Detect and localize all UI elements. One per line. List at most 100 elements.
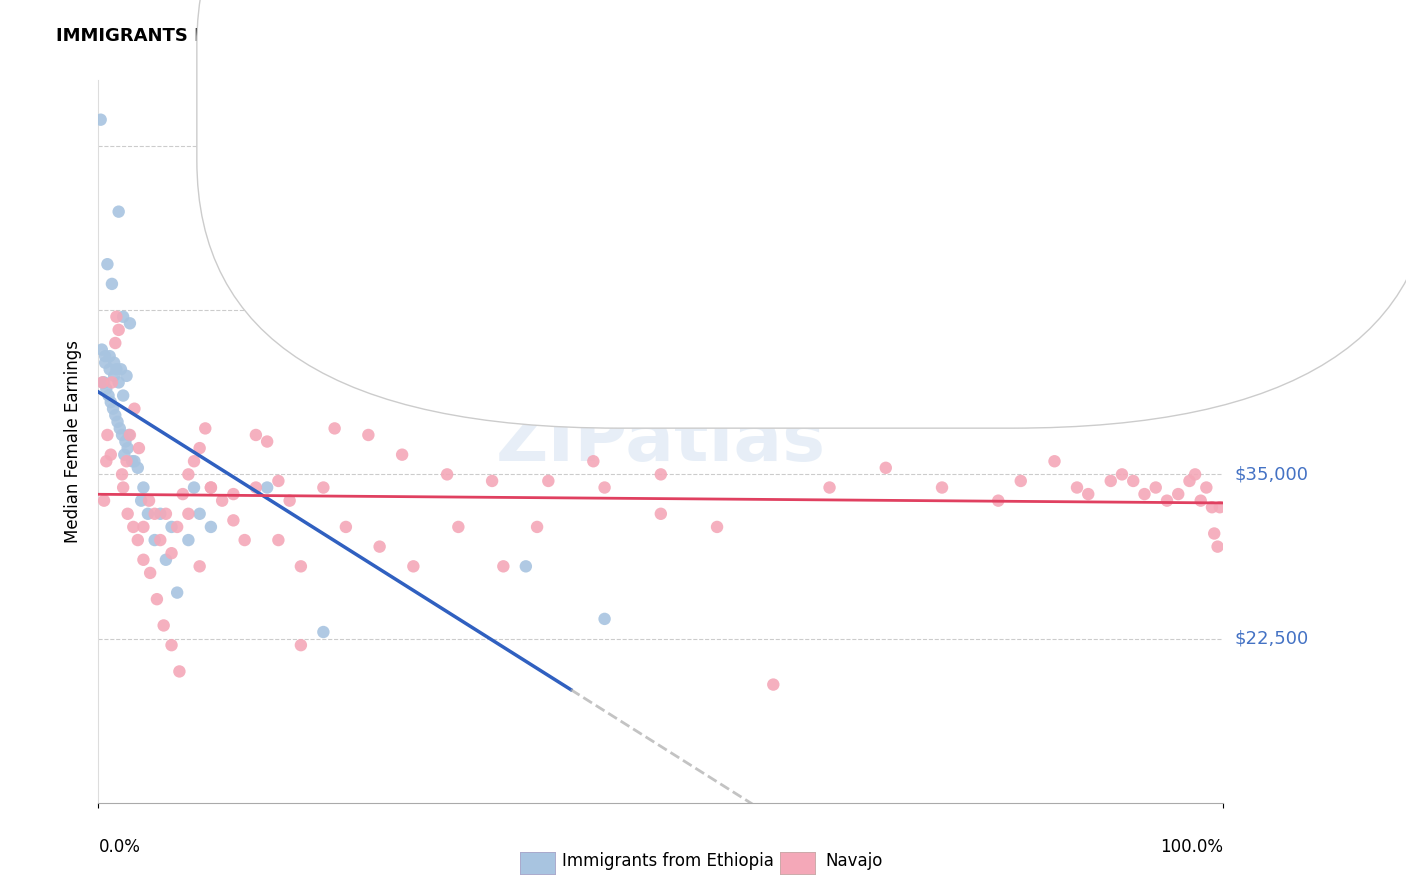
Point [211, 493, 233, 508]
Point [160, 520, 183, 534]
Text: -0.011: -0.011 [703, 120, 768, 137]
Point [818, 481, 841, 495]
Point [104, 336, 127, 351]
Point [132, 481, 155, 495]
Text: 0.0%: 0.0% [98, 838, 141, 855]
Point [188, 441, 211, 455]
Point [267, 533, 290, 547]
Point [105, 362, 128, 376]
Point [93, 493, 115, 508]
Point [593, 481, 616, 495]
Point [172, 487, 194, 501]
Point [107, 204, 129, 219]
Point [139, 566, 162, 580]
Point [143, 507, 166, 521]
Text: ZIPatlas: ZIPatlas [496, 407, 825, 476]
Point [105, 310, 128, 324]
Point [194, 421, 217, 435]
Point [650, 507, 672, 521]
Point [650, 467, 672, 482]
Point [149, 507, 172, 521]
Point [101, 277, 124, 291]
Point [98, 349, 121, 363]
Point [183, 454, 205, 468]
Point [103, 368, 125, 383]
Point [112, 310, 135, 324]
Point [290, 638, 312, 652]
Point [166, 520, 188, 534]
Point [1204, 526, 1226, 541]
Text: N =: N = [785, 120, 824, 137]
Point [112, 481, 135, 495]
Text: Source: ZipAtlas.com: Source: ZipAtlas.com [1187, 27, 1350, 42]
Point [132, 520, 155, 534]
Point [177, 507, 200, 521]
Point [323, 421, 346, 435]
Text: $35,000: $35,000 [1234, 466, 1309, 483]
Point [312, 625, 335, 640]
Point [183, 481, 205, 495]
Point [96, 428, 118, 442]
Point [931, 481, 953, 495]
Point [96, 257, 118, 271]
Point [1184, 467, 1206, 482]
Point [391, 448, 413, 462]
Text: -0.387: -0.387 [703, 78, 768, 95]
Point [166, 585, 188, 599]
Point [122, 520, 145, 534]
Point [188, 507, 211, 521]
Point [1077, 487, 1099, 501]
Point [90, 112, 112, 127]
Point [987, 493, 1010, 508]
Point [155, 553, 177, 567]
Point [124, 401, 146, 416]
Text: $22,500: $22,500 [1234, 630, 1309, 648]
Point [112, 388, 135, 402]
Point [118, 428, 141, 442]
Point [200, 481, 222, 495]
Point [582, 454, 605, 468]
Point [526, 520, 548, 534]
Point [117, 507, 139, 521]
Point [94, 349, 117, 363]
Point [117, 441, 139, 455]
Point [1156, 493, 1178, 508]
Point [146, 592, 169, 607]
Point [1178, 474, 1201, 488]
Point [222, 487, 245, 501]
Point [436, 467, 458, 482]
Point [91, 376, 114, 390]
Point [96, 454, 118, 468]
Point [104, 409, 127, 423]
Point [312, 481, 335, 495]
Point [128, 441, 150, 455]
Point [1043, 454, 1066, 468]
Point [256, 481, 278, 495]
Point [121, 454, 143, 468]
Point [103, 356, 125, 370]
Point [100, 448, 122, 462]
Point [593, 612, 616, 626]
Point [90, 343, 112, 357]
Point [155, 507, 177, 521]
Point [100, 395, 122, 409]
Point [706, 520, 728, 534]
Text: $60,000: $60,000 [1234, 137, 1308, 155]
Point [245, 481, 267, 495]
Point [515, 559, 537, 574]
Point [127, 533, 149, 547]
Point [368, 540, 391, 554]
Point [335, 520, 357, 534]
Point [267, 474, 290, 488]
Point [107, 323, 129, 337]
Point [1201, 500, 1223, 515]
Point [143, 533, 166, 547]
Text: Immigrants from Ethiopia: Immigrants from Ethiopia [562, 852, 775, 870]
Point [149, 533, 172, 547]
Point [278, 493, 301, 508]
Point [1111, 467, 1133, 482]
Point [1189, 493, 1212, 508]
Point [93, 376, 115, 390]
Point [97, 388, 120, 402]
Point [762, 677, 785, 691]
